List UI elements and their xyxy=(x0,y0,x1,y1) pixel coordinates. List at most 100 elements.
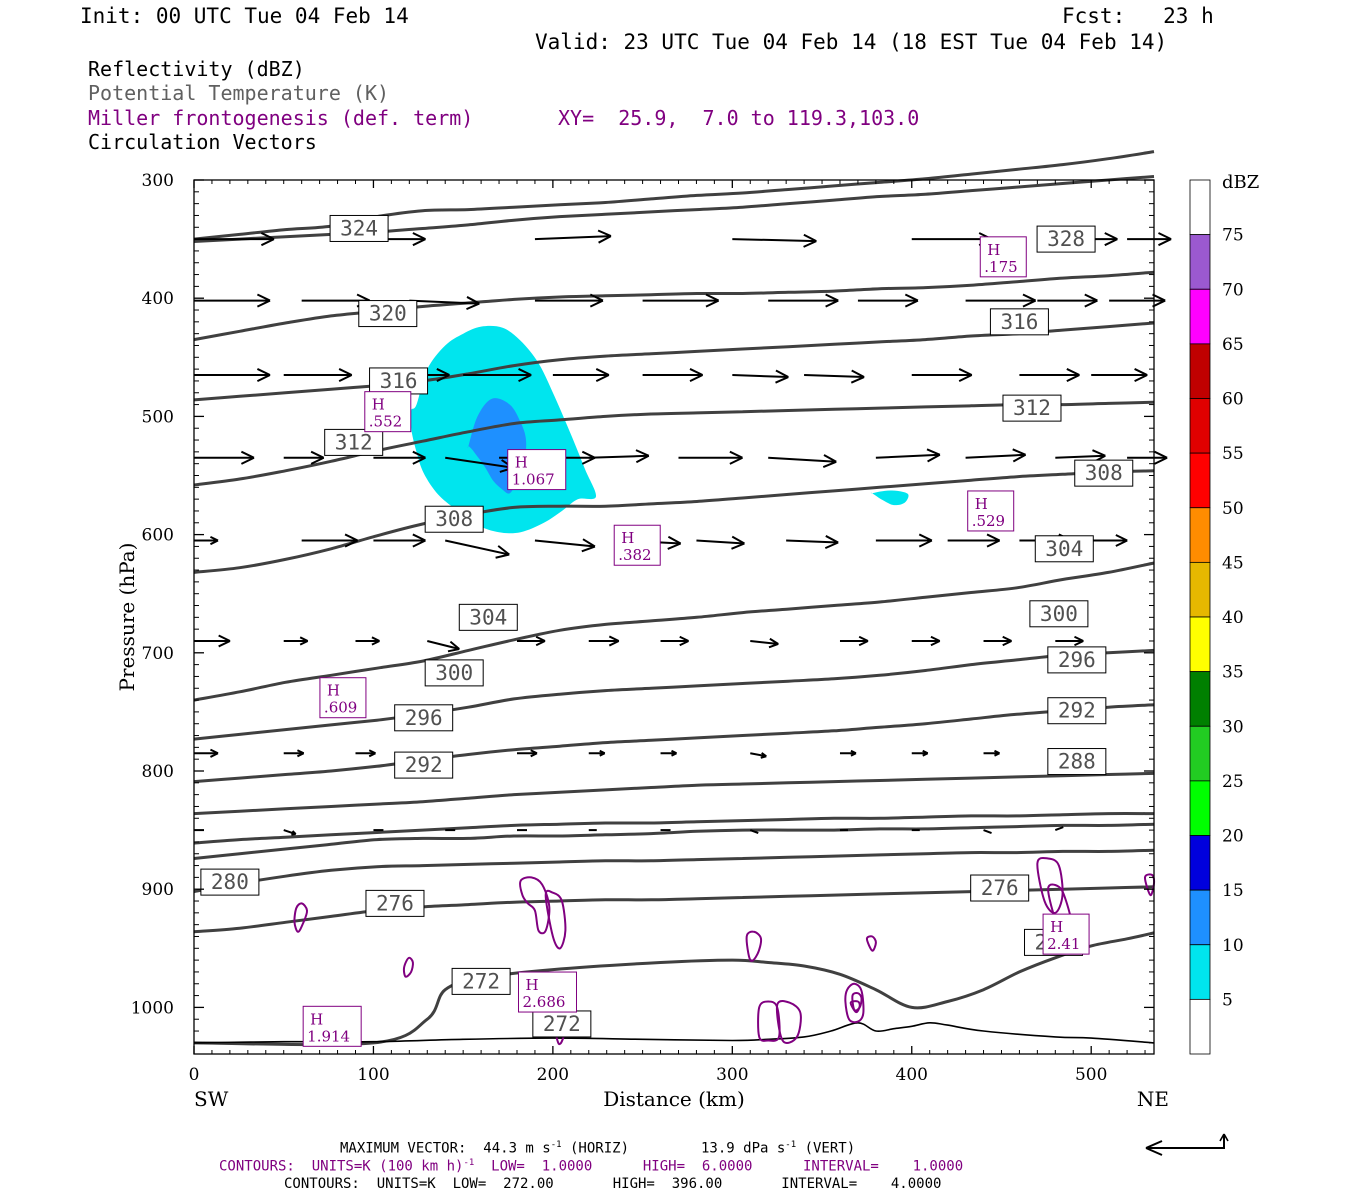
cross-section-endpoints: XY= 25.9, 7.0 to 119.3,103.0 xyxy=(558,106,920,130)
contour-label-layer: 324 328 320 316 316 312 312 308 308 304 304 300 300 2… xyxy=(200,214,1134,1047)
label-box xyxy=(1034,535,1094,563)
max-marker-text: H xyxy=(621,529,634,547)
vector-head xyxy=(729,450,743,465)
colorbar-title: dBZ xyxy=(1222,172,1259,193)
vector-shaft xyxy=(409,299,480,305)
theta-label-text: 300 xyxy=(1040,602,1078,626)
colorbar-segment xyxy=(1189,507,1211,563)
label-box xyxy=(424,505,484,533)
circulation-vector xyxy=(947,533,1001,548)
colorbar-segment xyxy=(1189,561,1211,618)
label-box xyxy=(1036,225,1096,253)
vector-head xyxy=(689,368,704,383)
vector-head xyxy=(850,749,857,757)
vector-head xyxy=(495,545,510,559)
vector-head xyxy=(518,368,532,383)
vector-shaft xyxy=(534,235,611,241)
colorbar-label: 5 xyxy=(1222,990,1233,1010)
y-tick-label: 300 xyxy=(142,171,174,191)
theta-contour-label: 300 xyxy=(424,659,484,687)
max-value-text: 1.067 xyxy=(512,471,555,489)
vector-head xyxy=(412,232,426,247)
circulation-vector xyxy=(1019,368,1080,383)
circulation-vector xyxy=(642,368,704,383)
theta-contour-288 xyxy=(193,812,1155,845)
theta-contour-label: 320 xyxy=(358,300,418,328)
ne-label: NE xyxy=(1137,1087,1169,1111)
circulation-vector xyxy=(283,450,325,465)
label-box xyxy=(1074,459,1134,487)
circulation-vector xyxy=(857,293,919,308)
y-tick-label: 600 xyxy=(142,526,174,546)
label-box xyxy=(329,214,389,242)
theta-contour-label: 304 xyxy=(458,603,518,631)
theta-contour-label: 324 xyxy=(329,214,389,242)
theta-contour-label: 316 xyxy=(369,367,429,395)
vector-head xyxy=(858,635,869,647)
vector-shaft xyxy=(445,539,510,556)
circulation-vector xyxy=(750,752,767,759)
reflectivity-cell-5dbz xyxy=(870,490,909,506)
frontogenesis-contour xyxy=(745,930,763,962)
vector-head xyxy=(412,533,426,548)
field-reflectivity-label: Reflectivity (dBZ) xyxy=(88,57,305,81)
theta-contour-280 xyxy=(193,848,1155,894)
colorbar-label: 50 xyxy=(1222,499,1244,519)
frontogenesis-contour xyxy=(844,982,865,1024)
circulation-vector xyxy=(983,829,992,835)
frontogenesis-contour xyxy=(757,1000,781,1042)
label-box xyxy=(424,659,484,687)
label-box xyxy=(979,236,1027,278)
vector-head xyxy=(1158,232,1172,247)
vector-head xyxy=(705,293,720,308)
colorbar-segment xyxy=(1189,343,1211,399)
colorbar-segment xyxy=(1189,780,1211,836)
max-value-text: .529 xyxy=(972,512,1005,530)
circulation-vector xyxy=(732,233,817,248)
circulation-vector xyxy=(750,637,779,649)
theta-contour-312 xyxy=(193,400,1155,487)
vector-head xyxy=(775,369,789,384)
vector-head xyxy=(822,454,837,469)
frontogenesis-max-label: H2.41 xyxy=(1042,913,1090,955)
miller-contour-info: CONTOURS: UNITS=K (100 km h)-1 LOW= 1.00… xyxy=(219,1158,964,1175)
theta-label-text: 324 xyxy=(340,216,378,240)
circulation-vector xyxy=(804,369,865,384)
vector-head xyxy=(1066,368,1080,383)
vector-shaft xyxy=(983,829,992,835)
theta-contour-label: 304 xyxy=(1034,535,1094,563)
valid-time: Valid: 23 UTC Tue 04 Feb 14 (18 EST Tue … xyxy=(535,30,1168,54)
vector-shaft xyxy=(750,752,767,758)
theta-contour-304 xyxy=(193,561,1155,702)
colorbar-segment xyxy=(1189,998,1211,1055)
vector-shaft xyxy=(804,374,865,379)
vector-shaft xyxy=(768,456,837,463)
init-time: Init: 00 UTC Tue 04 Feb 14 xyxy=(80,4,409,28)
theta-contour-label: 328 xyxy=(1036,225,1096,253)
vector-head xyxy=(310,450,325,465)
vector-head xyxy=(597,229,612,244)
field-vectors-label: Circulation Vectors xyxy=(88,130,317,154)
colorbar-segment xyxy=(1189,944,1211,1000)
circulation-vector xyxy=(1109,293,1166,308)
y-axis-title: Pressure (hPa) xyxy=(115,543,139,692)
colorbar-segment xyxy=(1189,234,1211,290)
frontogenesis-contour xyxy=(402,956,414,978)
circulation-vector xyxy=(588,749,606,757)
theta-contour-label: 292 xyxy=(394,751,454,779)
vector-head xyxy=(1012,448,1027,463)
label-box xyxy=(532,1010,592,1038)
circulation-vector xyxy=(516,635,546,647)
max-marker-text: H xyxy=(515,454,528,472)
theta-label-text: 292 xyxy=(405,753,443,777)
circulation-vector xyxy=(445,539,510,559)
x-tick-label: 0 xyxy=(189,1065,200,1085)
circulation-vector xyxy=(911,232,993,247)
y-tick-label: 800 xyxy=(142,762,174,782)
colorbar-label: 60 xyxy=(1222,390,1244,410)
sw-label: SW xyxy=(194,1087,229,1111)
theta-label-text: 308 xyxy=(435,507,473,531)
circulation-vector xyxy=(194,293,271,308)
max-value-text: .382 xyxy=(618,546,651,564)
circulation-vector xyxy=(983,749,1000,757)
